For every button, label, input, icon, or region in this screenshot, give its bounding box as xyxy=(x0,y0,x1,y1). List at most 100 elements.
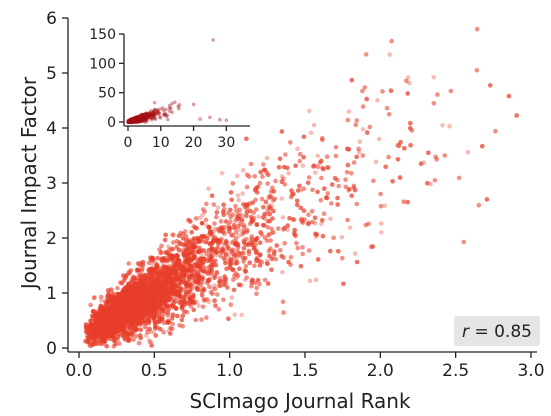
data-point xyxy=(120,296,125,301)
data-point xyxy=(205,271,210,276)
data-point xyxy=(99,320,105,326)
data-point xyxy=(123,318,128,324)
data-point xyxy=(148,293,154,299)
data-point xyxy=(115,325,121,331)
data-point xyxy=(301,155,307,160)
data-point xyxy=(132,301,137,307)
data-point xyxy=(148,267,153,273)
data-point xyxy=(202,286,207,292)
data-point xyxy=(147,288,153,294)
data-point xyxy=(180,305,185,310)
data-point xyxy=(170,253,175,259)
data-point xyxy=(147,308,152,314)
data-point xyxy=(101,335,107,340)
data-point xyxy=(224,284,230,289)
data-point xyxy=(109,312,114,318)
data-point xyxy=(93,318,98,323)
data-point xyxy=(394,142,400,148)
data-point xyxy=(102,327,107,332)
data-point xyxy=(126,333,131,338)
data-point xyxy=(236,233,242,238)
data-point xyxy=(145,307,150,313)
data-point xyxy=(140,262,146,268)
data-point xyxy=(100,323,106,328)
data-point xyxy=(106,328,112,333)
data-point xyxy=(133,312,138,318)
data-point xyxy=(169,289,174,294)
data-point xyxy=(109,314,114,320)
data-point xyxy=(205,258,210,264)
data-point xyxy=(127,321,133,326)
data-point xyxy=(146,301,152,307)
data-point xyxy=(130,287,135,293)
data-point xyxy=(357,139,363,145)
data-point xyxy=(133,322,139,327)
data-point xyxy=(107,309,112,315)
data-point xyxy=(127,288,133,293)
data-point xyxy=(139,280,145,286)
data-point xyxy=(229,256,234,261)
data-point xyxy=(90,325,95,331)
data-point xyxy=(387,52,392,57)
data-point xyxy=(254,291,259,297)
data-point xyxy=(154,286,160,292)
data-point xyxy=(474,67,480,73)
data-point xyxy=(128,318,133,323)
data-point xyxy=(128,297,133,302)
data-point xyxy=(200,261,206,266)
data-point xyxy=(128,320,133,326)
data-point xyxy=(159,287,164,293)
data-point xyxy=(127,305,133,310)
data-point xyxy=(159,295,164,300)
data-point xyxy=(105,327,111,333)
data-point xyxy=(134,290,139,296)
data-point xyxy=(106,324,112,330)
data-point xyxy=(313,221,318,226)
data-point xyxy=(104,333,110,339)
data-point xyxy=(103,318,108,323)
data-point xyxy=(280,270,285,275)
data-point xyxy=(176,300,182,306)
data-point xyxy=(137,303,143,309)
data-point xyxy=(335,202,341,207)
data-point xyxy=(407,80,412,86)
data-point xyxy=(213,303,218,309)
data-point xyxy=(182,309,187,314)
data-point xyxy=(150,289,156,294)
data-point xyxy=(265,258,270,264)
data-point xyxy=(153,305,159,311)
data-point xyxy=(137,316,142,321)
data-point xyxy=(162,285,168,290)
data-point xyxy=(189,252,195,258)
data-point xyxy=(150,292,156,297)
data-point xyxy=(198,250,203,256)
data-point xyxy=(129,314,134,320)
data-point xyxy=(217,283,223,289)
data-point xyxy=(145,287,150,292)
data-point xyxy=(126,292,131,298)
data-point xyxy=(151,330,156,335)
data-point xyxy=(408,120,413,126)
data-point xyxy=(195,287,200,293)
data-point xyxy=(346,109,352,114)
data-point xyxy=(96,320,101,326)
data-point xyxy=(167,263,172,269)
data-point xyxy=(100,327,105,332)
data-point xyxy=(158,271,163,277)
data-point xyxy=(103,307,108,313)
data-point xyxy=(206,299,211,305)
data-point xyxy=(116,321,121,326)
data-point xyxy=(121,307,126,313)
data-point xyxy=(93,331,99,336)
data-point xyxy=(382,203,388,208)
data-point xyxy=(136,304,141,310)
data-point xyxy=(121,319,126,324)
data-point xyxy=(99,324,104,329)
data-point xyxy=(279,174,285,179)
data-point xyxy=(150,303,156,309)
data-point xyxy=(281,310,286,315)
data-point xyxy=(174,253,180,258)
data-point xyxy=(127,310,132,315)
data-point xyxy=(154,303,160,308)
data-point xyxy=(313,234,319,240)
